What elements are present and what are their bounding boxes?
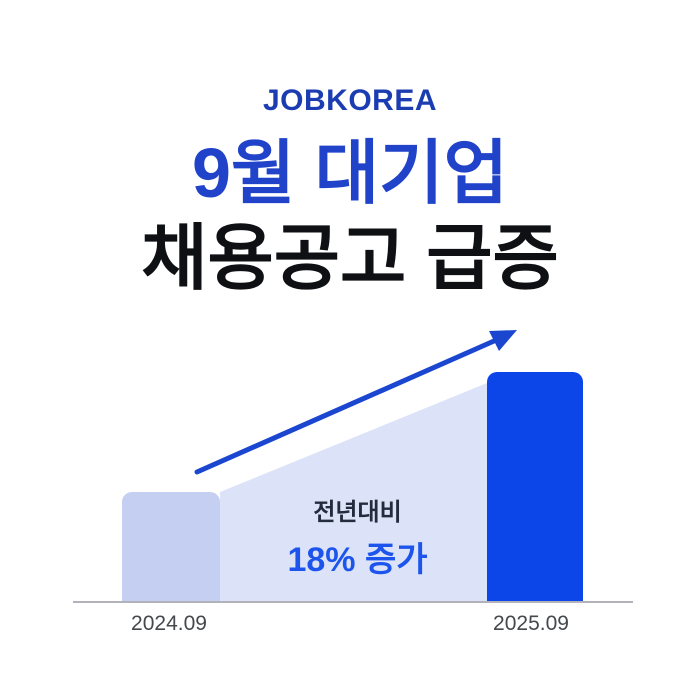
title-line-2: 채용공고 급증 (141, 219, 559, 300)
growth-area-shape (220, 383, 487, 601)
trend-arrow-head-icon (489, 330, 517, 351)
growth-annotation: 전년대비 18% 증가 (250, 492, 465, 581)
title-line-1: 9월 대기업 (192, 134, 508, 212)
trend-arrow-shaft (194, 338, 497, 475)
x-axis-line (73, 601, 633, 603)
page-title: 9월 대기업 채용공고 급증 (0, 131, 700, 304)
jobkorea-logo: JOBKOREA (262, 84, 438, 117)
x-axis-label-2025: 2025.09 (493, 612, 569, 635)
annotation-yoy-label: 전년대비 (313, 499, 402, 526)
bar-2025-09 (487, 372, 583, 602)
annotation-percent-label: 18% 증가 (287, 541, 428, 579)
bar-2024-09 (122, 492, 220, 602)
x-axis-label-2024: 2024.09 (131, 612, 207, 635)
